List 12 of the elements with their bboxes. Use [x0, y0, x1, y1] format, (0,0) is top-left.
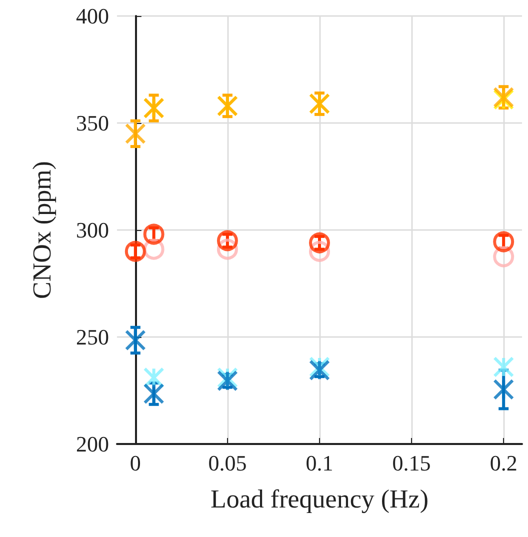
y-tick-label: 300 [76, 218, 109, 242]
x-tick-label: 0.1 [306, 450, 334, 476]
y-tick-label: 350 [76, 110, 109, 136]
x-tick-label: 0.2 [490, 450, 518, 476]
y-axis-title: CNOx (ppm) [28, 161, 56, 299]
x-tick-label: 0 [130, 450, 141, 476]
x-axis-title: Load frequency (Hz) [210, 484, 428, 514]
y-tick-label: 250 [76, 324, 109, 350]
x-tick-label: 0.15 [392, 450, 431, 476]
y-tick-label: 400 [76, 4, 109, 28]
y-tick-label: 200 [76, 432, 109, 456]
x-tick-label: 0.05 [208, 450, 247, 476]
